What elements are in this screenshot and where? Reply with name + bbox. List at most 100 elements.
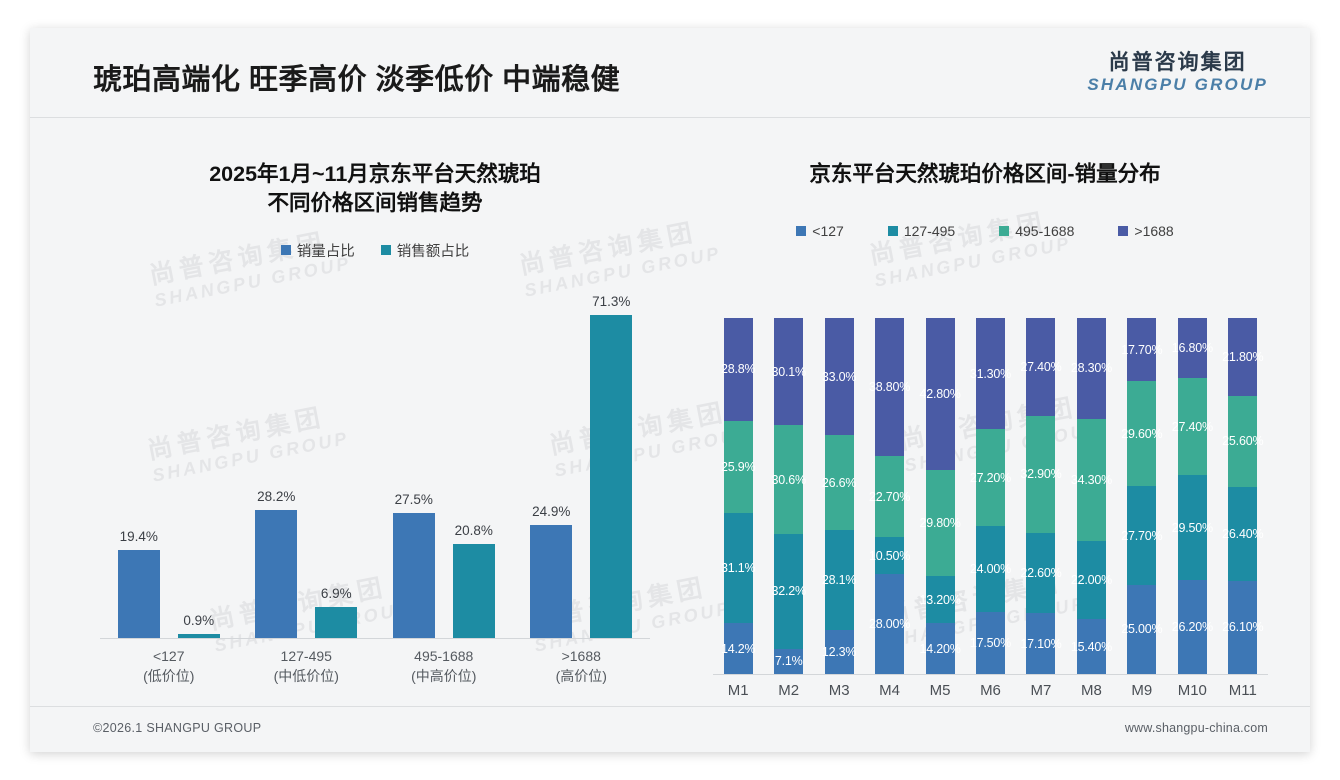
stacked-bar-segment[interactable]: 10.50% — [869, 536, 910, 575]
bar-rect[interactable] — [590, 314, 633, 638]
stacked-bar-segment[interactable]: 31.1% — [721, 512, 756, 624]
month-tick-label: M4 — [879, 682, 900, 699]
segment-value-label: 28.1% — [821, 573, 857, 588]
stacked-bar-segment[interactable]: 30.1% — [771, 318, 806, 426]
bar-column[interactable]: 0.9% — [177, 298, 220, 638]
left-legend-item-1[interactable]: 销售额占比 — [380, 240, 470, 261]
right-legend-item-0[interactable]: <127 — [796, 223, 844, 239]
stacked-bar-segment[interactable]: 27.40% — [1172, 377, 1213, 476]
bar-group: 24.9% 71.3% — [513, 294, 651, 638]
bar-column[interactable]: 20.8% — [452, 298, 495, 638]
stacked-bar-segment[interactable]: 29.80% — [919, 470, 961, 577]
segment-value-label: 14.2% — [721, 641, 756, 656]
segment-value-label: 12.3% — [821, 645, 857, 660]
right-legend-item-1[interactable]: 127-495 — [887, 223, 955, 239]
x-tick-sub: (低价位) — [143, 668, 195, 685]
stacked-bar-segment[interactable]: 42.80% — [919, 318, 961, 471]
segment-value-label: 26.40% — [1222, 526, 1264, 541]
bar-rect[interactable] — [255, 510, 298, 638]
stacked-bar-column[interactable]: 17.70% 29.60% 27.70% 25.00% — [1121, 318, 1163, 674]
right-legend-item-3[interactable]: >1688 — [1118, 223, 1174, 239]
stacked-bar-column[interactable]: 38.80% 22.70% 10.50% 28.00% — [869, 318, 910, 674]
stacked-bar-column[interactable]: 30.1% 30.6% 32.2% 7.1% — [771, 318, 806, 674]
stacked-bar-column[interactable]: 28.30% 34.30% 22.00% 15.40% — [1071, 318, 1112, 674]
bar-rect[interactable] — [315, 606, 358, 638]
segment-value-label: 28.8% — [721, 362, 756, 377]
stacked-bar-segment[interactable]: 28.8% — [721, 318, 756, 421]
stacked-bar-segment[interactable]: 25.9% — [721, 420, 756, 513]
stacked-bar-segment[interactable]: 17.50% — [970, 611, 1011, 674]
stacked-bar-segment[interactable]: 22.70% — [869, 456, 910, 537]
stacked-bar-segment[interactable]: 26.40% — [1222, 486, 1264, 581]
stacked-bar-column[interactable]: 33.0% 26.6% 28.1% 12.3% — [821, 318, 857, 674]
stacked-bar-segment[interactable]: 14.20% — [919, 623, 961, 674]
stacked-bar-segment[interactable]: 32.2% — [771, 534, 806, 649]
legend-label: 495-1688 — [1015, 222, 1075, 239]
stacked-bar-segment[interactable]: 28.1% — [821, 530, 857, 631]
x-axis-tick-label: 495-1688 (中高价位) — [375, 646, 513, 687]
stacked-bar-segment[interactable]: 17.70% — [1121, 318, 1163, 381]
bar-column[interactable]: 24.9% — [530, 298, 573, 638]
stacked-bar-column[interactable]: 21.80% 25.60% 26.40% 26.10% — [1222, 318, 1264, 674]
bar-column[interactable]: 27.5% — [392, 298, 435, 638]
bar-group: 19.4% 0.9% — [100, 298, 238, 638]
left-legend-item-0[interactable]: 销量占比 — [280, 240, 355, 261]
stacked-bar-segment[interactable]: 7.1% — [774, 648, 804, 674]
stacked-bar-segment[interactable]: 25.60% — [1222, 395, 1264, 487]
stacked-bar-segment[interactable]: 38.80% — [869, 318, 910, 457]
x-tick-sub: (高价位) — [555, 668, 607, 685]
stacked-bar-segment[interactable]: 30.6% — [771, 425, 806, 535]
stacked-bar-segment[interactable]: 22.00% — [1071, 540, 1112, 620]
stacked-bar-segment[interactable]: 32.90% — [1020, 415, 1062, 533]
segment-value-label: 15.40% — [1070, 639, 1113, 654]
stacked-bar-segment[interactable]: 33.0% — [822, 318, 857, 436]
bar-column[interactable]: 28.2% — [255, 298, 298, 638]
segment-value-label: 27.70% — [1121, 528, 1163, 543]
segment-value-label: 22.60% — [1020, 565, 1062, 580]
stacked-bar-segment[interactable]: 22.60% — [1020, 532, 1062, 614]
segment-value-label: 27.40% — [1020, 359, 1062, 374]
stacked-bar-segment[interactable]: 21.80% — [1222, 318, 1264, 396]
bar-column[interactable]: 6.9% — [315, 298, 358, 638]
website-link[interactable]: www.shangpu-china.com — [1124, 721, 1268, 735]
stacked-bar-segment[interactable]: 27.40% — [1020, 318, 1062, 416]
bar-rect[interactable] — [452, 543, 495, 638]
right-legend-item-2[interactable]: 495-1688 — [999, 223, 1074, 239]
bar-rect[interactable] — [117, 550, 160, 638]
stacked-bar-column[interactable]: 42.80% 29.80% 13.20% 14.20% — [919, 318, 961, 674]
stacked-bar-segment[interactable]: 28.30% — [1071, 318, 1112, 419]
stacked-bar-segment[interactable]: 26.20% — [1172, 580, 1213, 674]
stacked-bar-segment[interactable]: 29.50% — [1172, 475, 1213, 581]
stacked-bar-segment[interactable]: 29.60% — [1121, 381, 1163, 487]
stacked-bar-segment[interactable]: 15.40% — [1071, 619, 1112, 674]
legend-label: 销量占比 — [296, 243, 355, 260]
stacked-bar-segment[interactable]: 28.00% — [869, 574, 910, 674]
bar-column[interactable]: 71.3% — [590, 294, 633, 638]
segment-value-label: 21.80% — [1222, 349, 1264, 364]
bar-rect[interactable] — [177, 633, 220, 638]
stacked-bar-segment[interactable]: 26.10% — [1222, 580, 1264, 674]
stacked-bar-segment[interactable]: 16.80% — [1172, 318, 1213, 378]
stacked-bar-column[interactable]: 27.40% 32.90% 22.60% 17.10% — [1020, 318, 1062, 674]
legend-swatch-icon — [796, 225, 807, 236]
stacked-bar-column[interactable]: 31.30% 27.20% 24.00% 17.50% — [970, 318, 1011, 674]
stacked-bar-segment[interactable]: 26.6% — [822, 435, 857, 531]
stacked-bar-segment[interactable]: 31.30% — [970, 318, 1011, 430]
stacked-bar-segment[interactable]: 17.10% — [1020, 613, 1062, 674]
stacked-bar-column[interactable]: 16.80% 27.40% 29.50% 26.20% — [1172, 318, 1213, 674]
stacked-bar-segment[interactable]: 13.20% — [919, 576, 961, 624]
bar-column[interactable]: 19.4% — [117, 298, 160, 638]
stacked-bar-segment[interactable]: 24.00% — [970, 526, 1011, 612]
bar-rect[interactable] — [530, 525, 573, 638]
stacked-bar-segment[interactable]: 27.70% — [1121, 486, 1163, 585]
segment-value-label: 25.00% — [1121, 622, 1163, 637]
stacked-bar-segment[interactable]: 25.00% — [1121, 584, 1163, 674]
stacked-bar-segment[interactable]: 34.30% — [1071, 418, 1112, 541]
stacked-bar-segment[interactable]: 12.3% — [821, 630, 857, 674]
bar-rect[interactable] — [392, 513, 435, 638]
legend-label: 销售额占比 — [396, 243, 470, 260]
stacked-bar-column[interactable]: 28.8% 25.9% 31.1% 14.2% — [721, 318, 756, 674]
stacked-bar-segment[interactable]: 14.2% — [721, 623, 756, 674]
x-tick-sub: (中高价位) — [411, 668, 477, 685]
stacked-bar-segment[interactable]: 27.20% — [970, 429, 1011, 527]
